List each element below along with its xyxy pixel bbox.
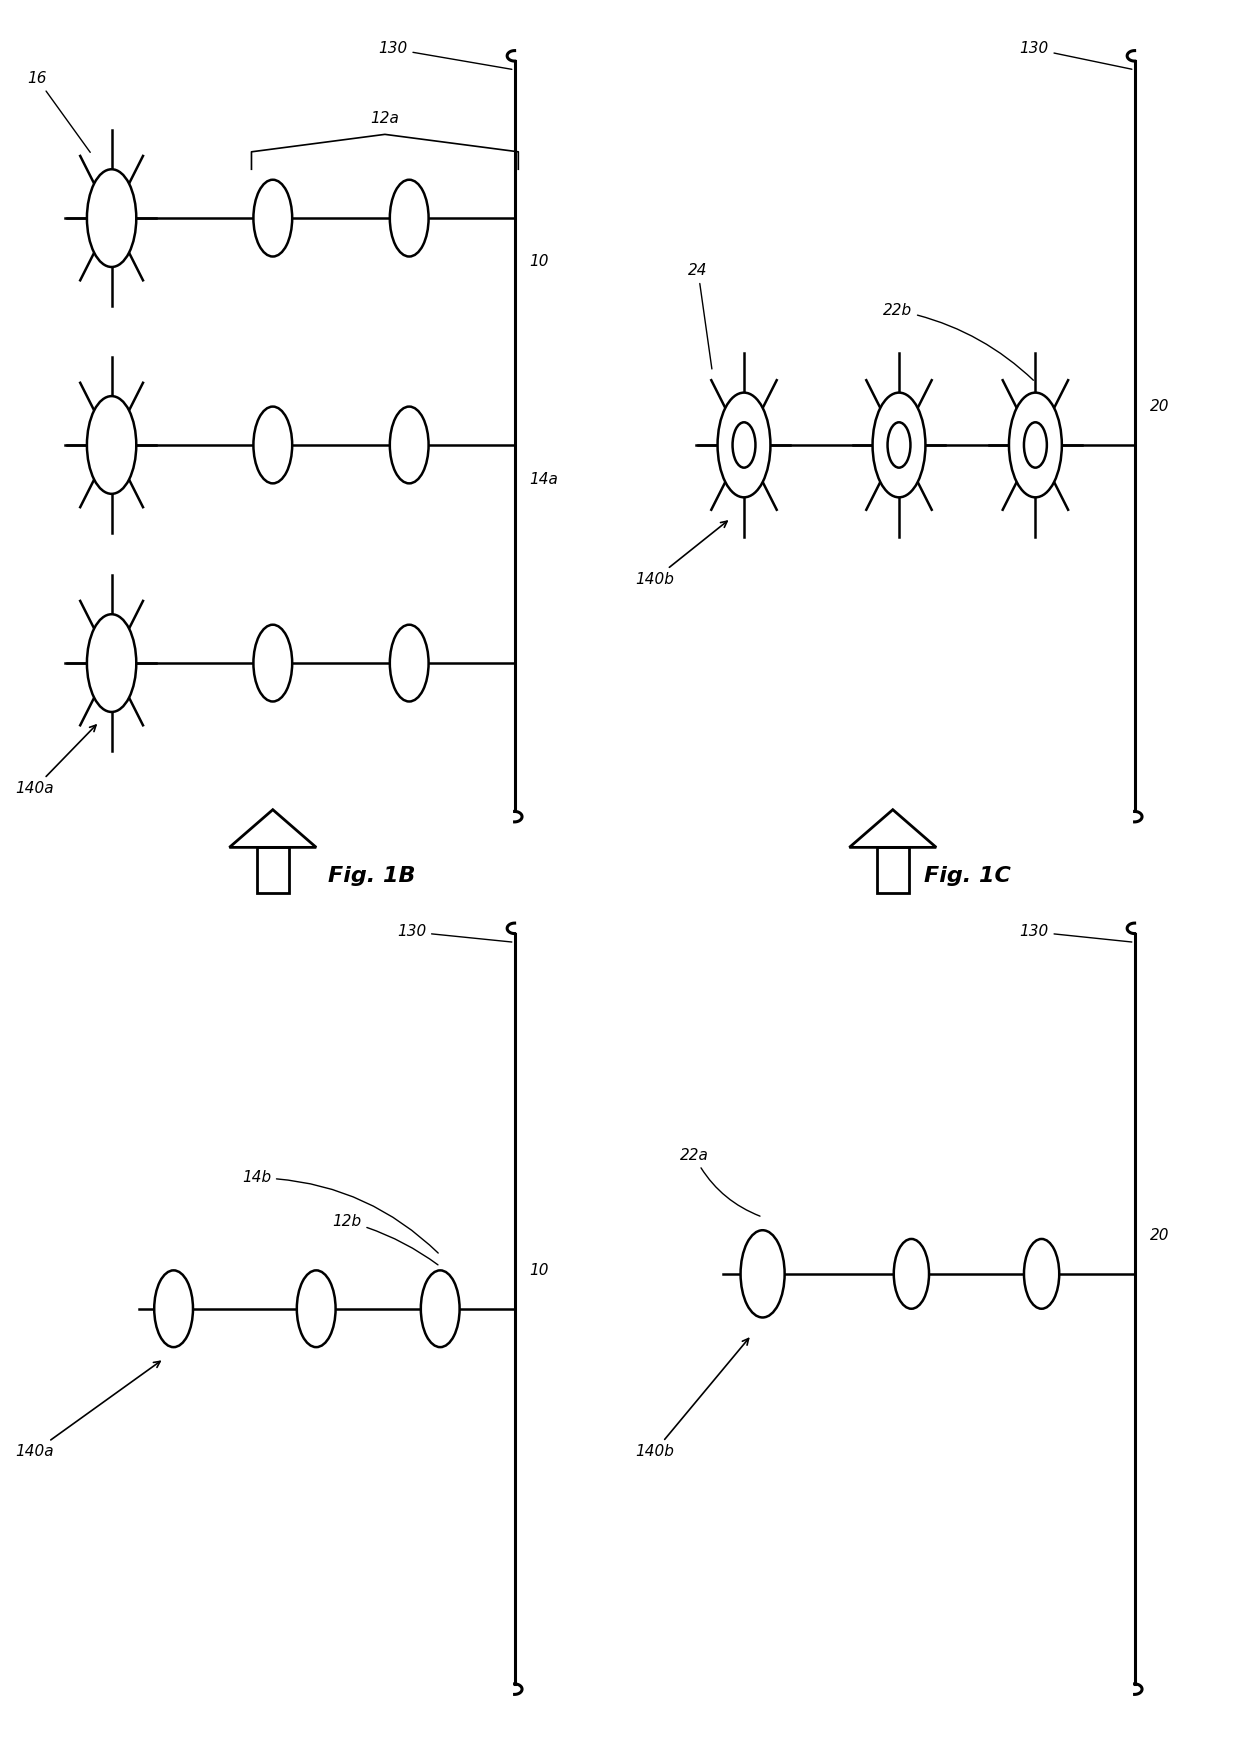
Text: 130: 130 (1019, 925, 1132, 942)
Text: 16: 16 (27, 72, 91, 152)
Text: 10: 10 (529, 1263, 549, 1277)
Text: 12b: 12b (332, 1215, 438, 1265)
Text: Fig. 1B: Fig. 1B (329, 866, 415, 885)
Text: 140a: 140a (15, 1361, 160, 1459)
Ellipse shape (888, 422, 910, 468)
Ellipse shape (87, 169, 136, 267)
Bar (877, 848, 909, 893)
Text: 22a: 22a (680, 1148, 760, 1216)
Ellipse shape (253, 407, 293, 483)
Bar (257, 848, 289, 893)
Ellipse shape (420, 1270, 460, 1347)
Ellipse shape (740, 1230, 785, 1317)
Ellipse shape (894, 1239, 929, 1309)
Text: 130: 130 (1019, 42, 1132, 70)
Ellipse shape (1009, 393, 1061, 497)
Text: 20: 20 (1149, 400, 1169, 414)
Ellipse shape (873, 393, 925, 497)
Polygon shape (229, 810, 316, 848)
Ellipse shape (1024, 422, 1047, 468)
Ellipse shape (154, 1270, 193, 1347)
Text: 14b: 14b (242, 1171, 438, 1253)
Ellipse shape (733, 422, 755, 468)
Ellipse shape (87, 396, 136, 494)
Polygon shape (849, 810, 936, 848)
Text: 10: 10 (529, 255, 549, 269)
Text: 12a: 12a (371, 110, 399, 126)
Text: 130: 130 (397, 925, 512, 942)
Ellipse shape (1024, 1239, 1059, 1309)
Text: 24: 24 (688, 263, 712, 368)
Text: Fig. 1C: Fig. 1C (924, 866, 1011, 885)
Ellipse shape (87, 614, 136, 712)
Ellipse shape (296, 1270, 336, 1347)
Text: 140a: 140a (15, 726, 95, 796)
Ellipse shape (253, 625, 293, 701)
Text: 14a: 14a (529, 473, 558, 487)
Ellipse shape (253, 180, 293, 257)
Ellipse shape (389, 407, 429, 483)
Text: 140b: 140b (635, 522, 727, 586)
Text: 140b: 140b (635, 1338, 749, 1459)
Ellipse shape (389, 180, 429, 257)
Ellipse shape (718, 393, 770, 497)
Ellipse shape (389, 625, 429, 701)
Text: 22b: 22b (883, 304, 1033, 380)
Text: 20: 20 (1149, 1228, 1169, 1242)
Text: 130: 130 (378, 42, 512, 70)
